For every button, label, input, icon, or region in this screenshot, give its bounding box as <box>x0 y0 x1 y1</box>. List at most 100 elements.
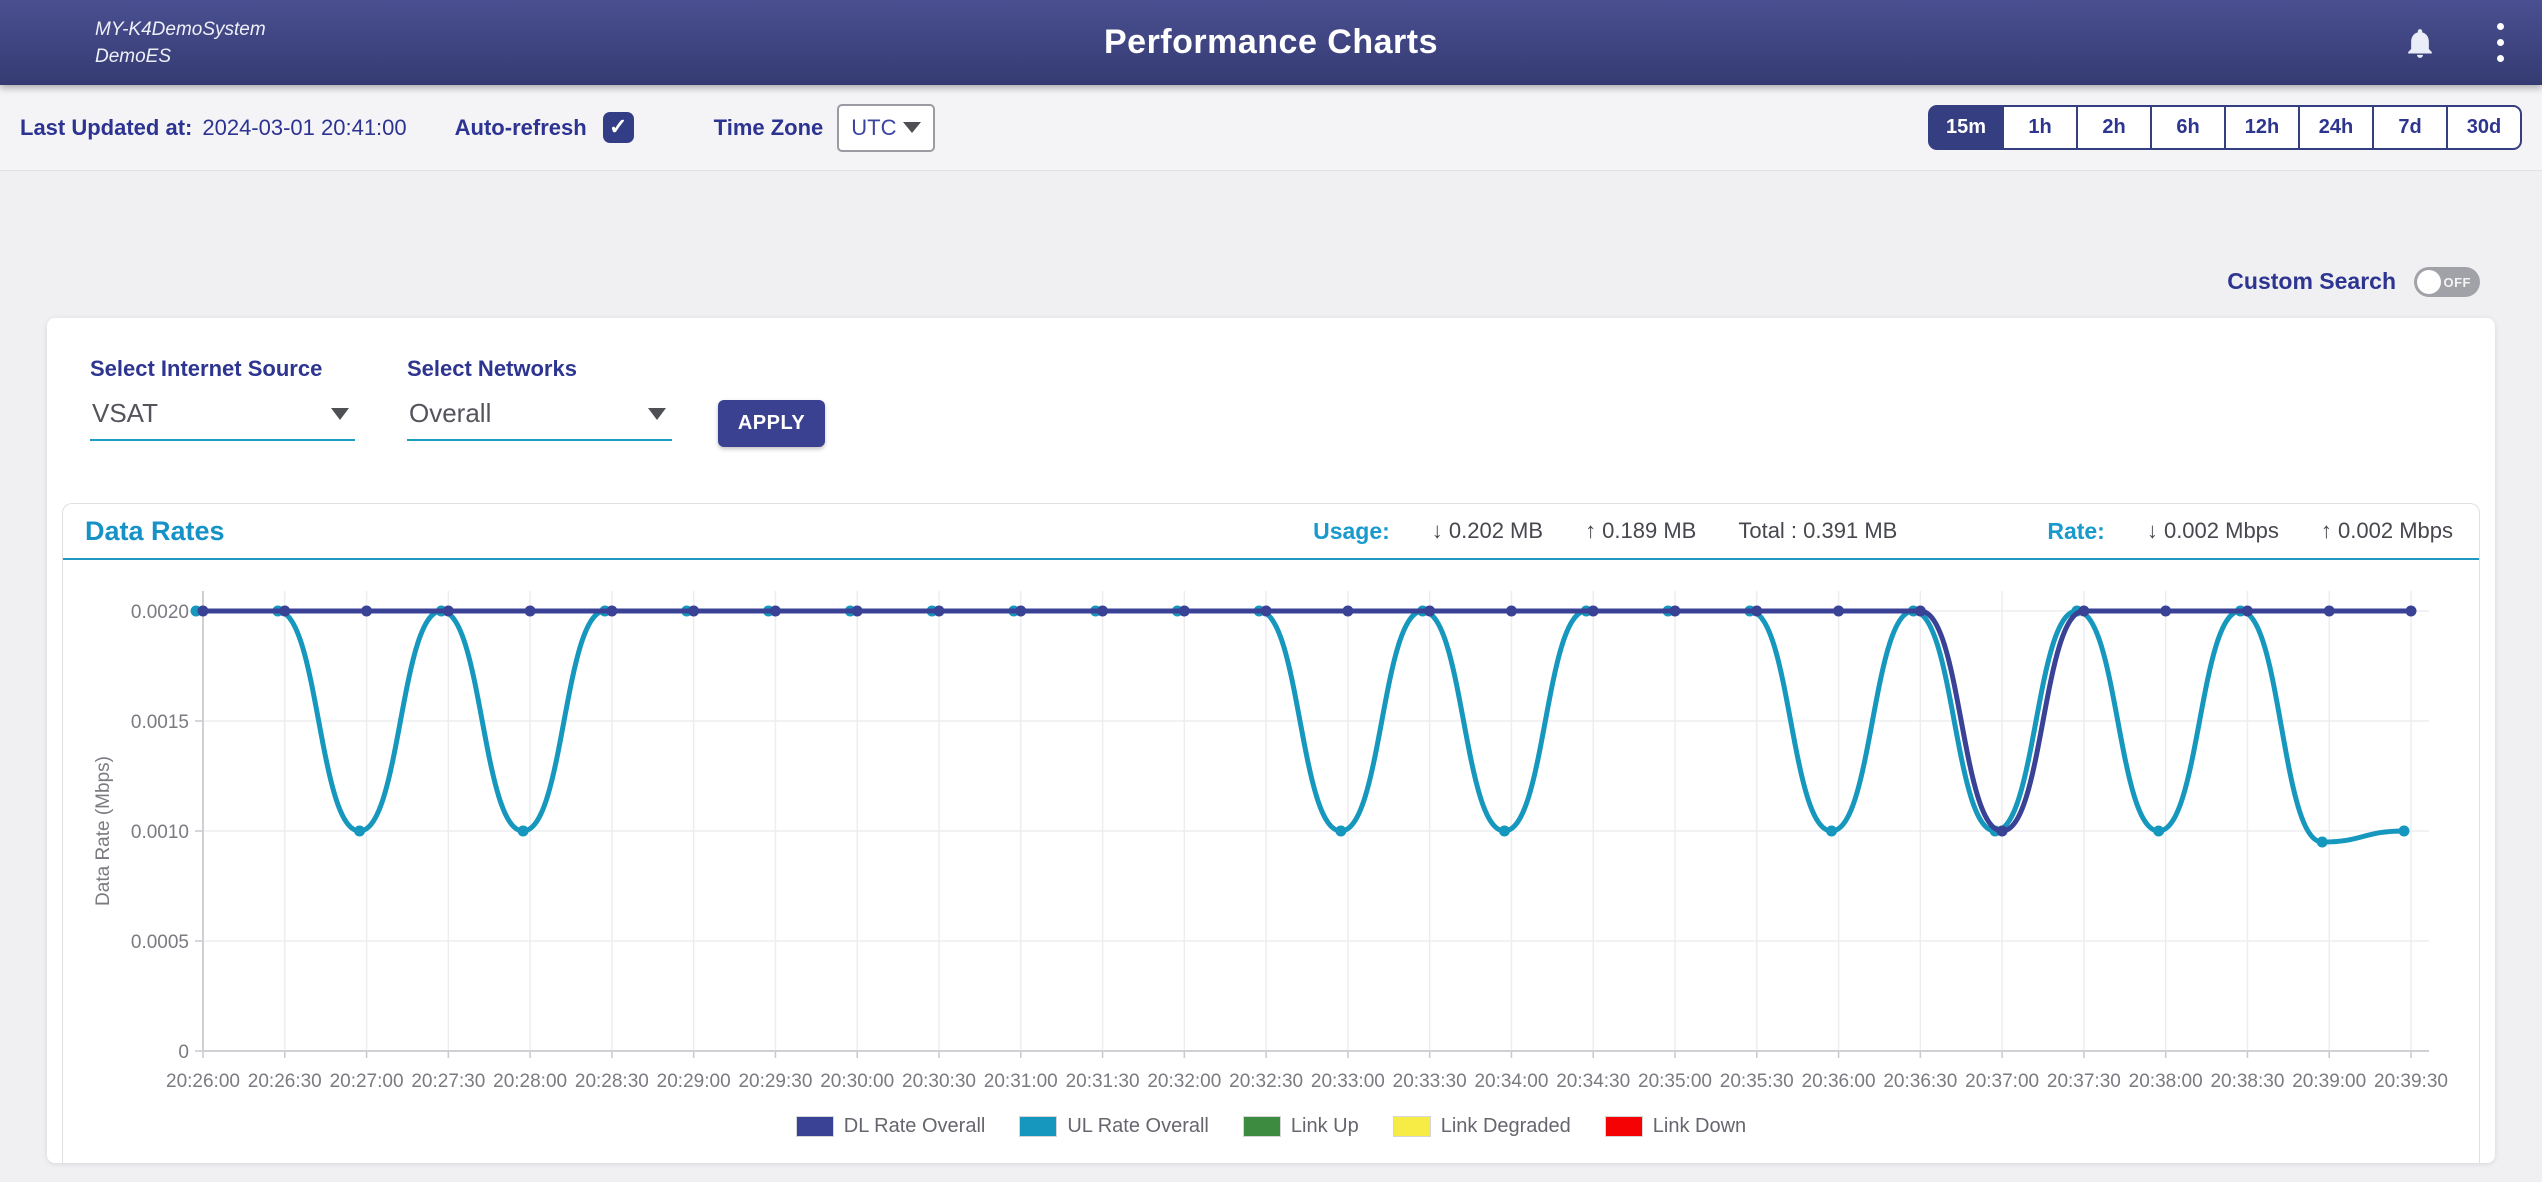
legend-swatch <box>1242 1115 1281 1137</box>
svg-text:20:28:30: 20:28:30 <box>575 1071 649 1092</box>
svg-text:20:32:30: 20:32:30 <box>1229 1071 1303 1092</box>
svg-text:20:33:30: 20:33:30 <box>1393 1071 1467 1092</box>
svg-text:20:36:30: 20:36:30 <box>1883 1071 1957 1092</box>
svg-text:20:30:30: 20:30:30 <box>902 1071 976 1092</box>
legend-swatch <box>1604 1115 1643 1137</box>
timezone-label: Time Zone <box>713 114 824 140</box>
svg-text:0: 0 <box>178 1042 189 1063</box>
range-button-1h[interactable]: 1h <box>2002 105 2078 150</box>
app-header: MY-K4DemoSystem DemoES Performance Chart… <box>0 0 2542 85</box>
range-button-12h[interactable]: 12h <box>2224 105 2300 150</box>
time-range-group: 15m 1h 2h 6h 12h 24h 7d 30d <box>1928 105 2522 150</box>
kebab-menu-icon[interactable] <box>2489 19 2512 66</box>
rate-upload-value: ↑ 0.002 Mbps <box>2320 518 2453 543</box>
custom-search-label: Custom Search <box>2227 268 2396 294</box>
toggle-state-label: OFF <box>2443 274 2471 290</box>
svg-text:20:26:00: 20:26:00 <box>166 1071 240 1092</box>
timezone-select[interactable]: UTC <box>837 103 936 152</box>
brand-line1: MY-K4DemoSystem <box>95 18 266 40</box>
auto-refresh-checkbox[interactable]: ✓ <box>602 112 634 143</box>
svg-text:20:33:00: 20:33:00 <box>1311 1071 1385 1092</box>
legend-label: Link Degraded <box>1440 1114 1571 1137</box>
legend-item[interactable]: Link Degraded <box>1392 1114 1571 1138</box>
data-rates-card: Data Rates Usage: ↓ 0.202 MB ↑ 0.189 MB … <box>62 503 2480 1163</box>
usage-upload-value: ↑ 0.189 MB <box>1585 518 1697 543</box>
networks-label: Select Networks <box>407 356 577 381</box>
timezone-value: UTC <box>851 114 897 140</box>
notifications-bell-icon[interactable] <box>2403 25 2437 61</box>
svg-text:20:38:00: 20:38:00 <box>2129 1071 2203 1092</box>
range-button-2h[interactable]: 2h <box>2076 105 2152 150</box>
networks-value: Overall <box>409 398 492 428</box>
networks-select[interactable]: Overall <box>407 398 672 441</box>
svg-text:20:39:30: 20:39:30 <box>2374 1071 2448 1092</box>
chevron-down-icon <box>903 122 922 133</box>
chevron-down-icon <box>648 407 666 420</box>
svg-text:Data Rate (Mbps): Data Rate (Mbps) <box>93 756 114 906</box>
svg-text:0.0005: 0.0005 <box>131 932 189 953</box>
svg-text:20:29:30: 20:29:30 <box>738 1071 812 1092</box>
rate-stats: Rate: ↓ 0.002 Mbps ↑ 0.002 Mbps <box>2047 518 2453 545</box>
usage-label: Usage: <box>1313 517 1390 544</box>
legend-item[interactable]: Link Down <box>1604 1114 1747 1138</box>
legend-item[interactable]: Link Up <box>1242 1114 1359 1138</box>
chevron-down-icon <box>331 407 349 420</box>
svg-text:20:35:00: 20:35:00 <box>1638 1071 1712 1092</box>
brand-line2: DemoES <box>95 45 172 67</box>
svg-text:0.0020: 0.0020 <box>131 602 189 623</box>
legend-item[interactable]: DL Rate Overall <box>795 1114 986 1138</box>
legend-label: Link Up <box>1290 1114 1359 1137</box>
usage-download-value: ↓ 0.202 MB <box>1431 518 1544 543</box>
svg-text:20:29:00: 20:29:00 <box>657 1071 731 1092</box>
legend-label: DL Rate Overall <box>843 1114 986 1137</box>
internet-source-select[interactable]: VSAT <box>90 398 355 441</box>
last-updated-label: Last Updated at: <box>20 114 193 140</box>
rate-label: Rate: <box>2047 517 2105 544</box>
svg-text:20:34:30: 20:34:30 <box>1556 1071 1630 1092</box>
svg-text:0.0010: 0.0010 <box>131 822 189 843</box>
data-rates-chart: 0 0.0005 0.0010 0.0015 0.0020 20:26:00 20:26:3… <box>93 591 2448 1092</box>
filters-row: Select Internet Source VSAT Select Netwo… <box>62 356 2480 447</box>
svg-text:20:35:30: 20:35:30 <box>1720 1071 1794 1092</box>
last-updated-value: 2024-03-01 20:41:00 <box>202 114 407 140</box>
svg-text:20:28:00: 20:28:00 <box>493 1071 567 1092</box>
svg-text:20:26:30: 20:26:30 <box>248 1071 322 1092</box>
legend-label: UL Rate Overall <box>1067 1114 1209 1137</box>
toggle-knob <box>2417 269 2441 294</box>
range-button-30d[interactable]: 30d <box>2446 105 2522 150</box>
custom-search-toggle[interactable]: OFF <box>2414 266 2480 297</box>
data-rates-title: Data Rates <box>85 515 225 546</box>
range-button-24h[interactable]: 24h <box>2298 105 2374 150</box>
page-title: Performance Charts <box>1103 23 1438 61</box>
range-button-15m[interactable]: 15m <box>1928 105 2004 150</box>
svg-text:20:27:30: 20:27:30 <box>411 1071 485 1092</box>
svg-text:20:32:00: 20:32:00 <box>1147 1071 1221 1092</box>
usage-total-value: Total : 0.391 MB <box>1738 518 1898 543</box>
internet-source-value: VSAT <box>92 398 158 428</box>
brand: MY-K4DemoSystem DemoES <box>95 16 266 70</box>
svg-text:20:31:00: 20:31:00 <box>984 1071 1058 1092</box>
svg-text:20:30:00: 20:30:00 <box>820 1071 894 1092</box>
svg-text:20:34:00: 20:34:00 <box>1474 1071 1548 1092</box>
usage-stats: Usage: ↓ 0.202 MB ↑ 0.189 MB Total : 0.3… <box>1313 518 1897 545</box>
legend-swatch <box>795 1115 834 1137</box>
legend-swatch <box>1019 1115 1058 1137</box>
toolbar: Last Updated at: 2024-03-01 20:41:00 Aut… <box>0 85 2542 171</box>
internet-source-label: Select Internet Source <box>90 356 323 381</box>
apply-button[interactable]: APPLY <box>718 400 825 447</box>
custom-search-row: Custom Search OFF <box>0 259 2542 304</box>
svg-text:20:38:30: 20:38:30 <box>2210 1071 2284 1092</box>
chart-legend: DL Rate Overall UL Rate Overall Link Up Lin… <box>63 1105 2479 1147</box>
auto-refresh-label: Auto-refresh <box>454 114 587 140</box>
range-button-7d[interactable]: 7d <box>2372 105 2448 150</box>
svg-text:20:31:30: 20:31:30 <box>1066 1071 1140 1092</box>
svg-text:20:37:30: 20:37:30 <box>2047 1071 2121 1092</box>
svg-text:0.0015: 0.0015 <box>131 712 189 733</box>
svg-text:20:39:00: 20:39:00 <box>2292 1071 2366 1092</box>
legend-label: Link Down <box>1652 1114 1747 1137</box>
svg-text:20:36:00: 20:36:00 <box>1802 1071 1876 1092</box>
range-button-6h[interactable]: 6h <box>2150 105 2226 150</box>
main-card: Select Internet Source VSAT Select Netwo… <box>47 318 2495 1163</box>
data-rates-header: Data Rates Usage: ↓ 0.202 MB ↑ 0.189 MB … <box>63 504 2479 560</box>
legend-item[interactable]: UL Rate Overall <box>1019 1115 1209 1138</box>
